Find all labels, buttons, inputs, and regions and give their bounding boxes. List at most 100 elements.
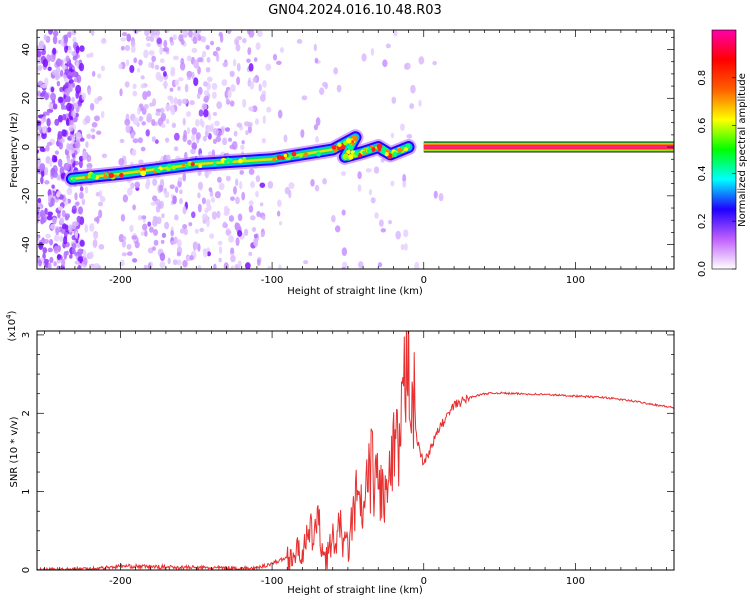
noise-speck (233, 185, 237, 195)
noise-speck (57, 158, 63, 168)
noise-speck (41, 116, 47, 123)
ridge-spot (276, 154, 282, 160)
noise-speck (52, 35, 58, 45)
noise-speck (51, 69, 58, 76)
noise-speck (154, 64, 160, 70)
noise-speck (56, 80, 61, 87)
noise-speck (315, 117, 321, 126)
noise-speck (404, 62, 411, 70)
noise-speck (132, 83, 137, 90)
noise-speck (161, 232, 167, 239)
noise-speck (279, 47, 285, 53)
ridge-spot (348, 154, 354, 160)
noise-speck (122, 194, 129, 203)
noise-speck (143, 264, 148, 269)
noise-speck (399, 123, 405, 131)
noise-speck (247, 121, 253, 127)
noise-speck (206, 125, 212, 133)
noise-speck (159, 107, 165, 114)
noise-speck (192, 30, 199, 38)
noise-speck (172, 34, 177, 41)
noise-speck (224, 127, 231, 132)
noise-speck (149, 102, 154, 107)
noise-speck (403, 229, 409, 238)
noise-speck (217, 176, 222, 183)
ridge-spot (198, 164, 203, 168)
y-tick-label: -40 (21, 236, 32, 252)
noise-speck (237, 213, 243, 222)
ridge-spot (142, 167, 146, 171)
noise-speck (64, 68, 70, 74)
noise-speck (203, 249, 208, 258)
noise-speck (234, 222, 241, 232)
noise-speck (276, 60, 282, 66)
noise-speck (39, 92, 46, 97)
ridge-spot (181, 163, 185, 167)
noise-speck (230, 247, 235, 254)
noise-speck (37, 50, 42, 58)
noise-speck (85, 141, 89, 148)
noise-speck (247, 47, 252, 56)
noise-speck (171, 122, 177, 129)
noise-speck (169, 104, 175, 111)
noise-speck (201, 50, 207, 58)
x-tick-label: 0 (421, 275, 427, 286)
noise-speck (314, 184, 320, 192)
noise-speck (56, 174, 62, 179)
noise-speck (62, 113, 67, 121)
noise-speck (57, 114, 64, 123)
noise-speck (191, 142, 198, 151)
noise-speck (227, 89, 232, 99)
colorbar: 0.0 0.2 0.4 0.6 0.8 Normalized spectral ampl… (697, 29, 748, 277)
noise-speck (41, 132, 47, 140)
noise-speck (118, 63, 123, 70)
noise-speck (126, 33, 132, 42)
noise-speck (50, 92, 56, 102)
ridge-spot (167, 163, 172, 168)
noise-speck (310, 178, 315, 187)
ridge-spot (315, 151, 322, 157)
ridge-spot (72, 178, 76, 182)
noise-speck (76, 215, 82, 223)
noise-speck (334, 225, 341, 233)
noise-speck (93, 232, 98, 240)
noise-speck (202, 213, 208, 221)
noise-speck (197, 57, 203, 63)
noise-speck (215, 53, 220, 62)
noise-speck (138, 115, 143, 122)
noise-speck (47, 247, 53, 253)
snr-scale-suffix: ) (7, 310, 18, 314)
ridge-spot (104, 172, 109, 176)
noise-speck (63, 236, 68, 245)
noise-speck (172, 195, 177, 205)
noise-speck (197, 192, 201, 199)
noise-speck (169, 87, 174, 92)
noise-speck (74, 192, 78, 201)
noise-speck (145, 35, 152, 42)
noise-speck (254, 118, 259, 125)
noise-speck (86, 162, 93, 169)
snr-scale-exponent: 4 (5, 314, 13, 319)
noise-speck (150, 61, 155, 69)
noise-speck (227, 137, 233, 142)
noise-speck (239, 181, 243, 190)
noise-speck (188, 222, 193, 227)
noise-speck (197, 203, 202, 213)
noise-speck (71, 110, 77, 119)
noise-speck (132, 138, 139, 144)
noise-speck (124, 81, 130, 88)
noise-speck (160, 239, 165, 244)
noise-speck (193, 59, 199, 69)
noise-speck (132, 204, 136, 211)
noise-speck (119, 138, 125, 144)
noise-speck (132, 258, 138, 263)
noise-speck (158, 184, 164, 192)
noise-speck (229, 100, 235, 107)
noise-speck (244, 262, 251, 269)
noise-speck (71, 96, 76, 103)
noise-speck (145, 182, 150, 190)
noise-speck (201, 197, 207, 205)
noise-speck (64, 224, 69, 233)
noise-speck (131, 148, 137, 157)
noise-speck (288, 182, 295, 190)
